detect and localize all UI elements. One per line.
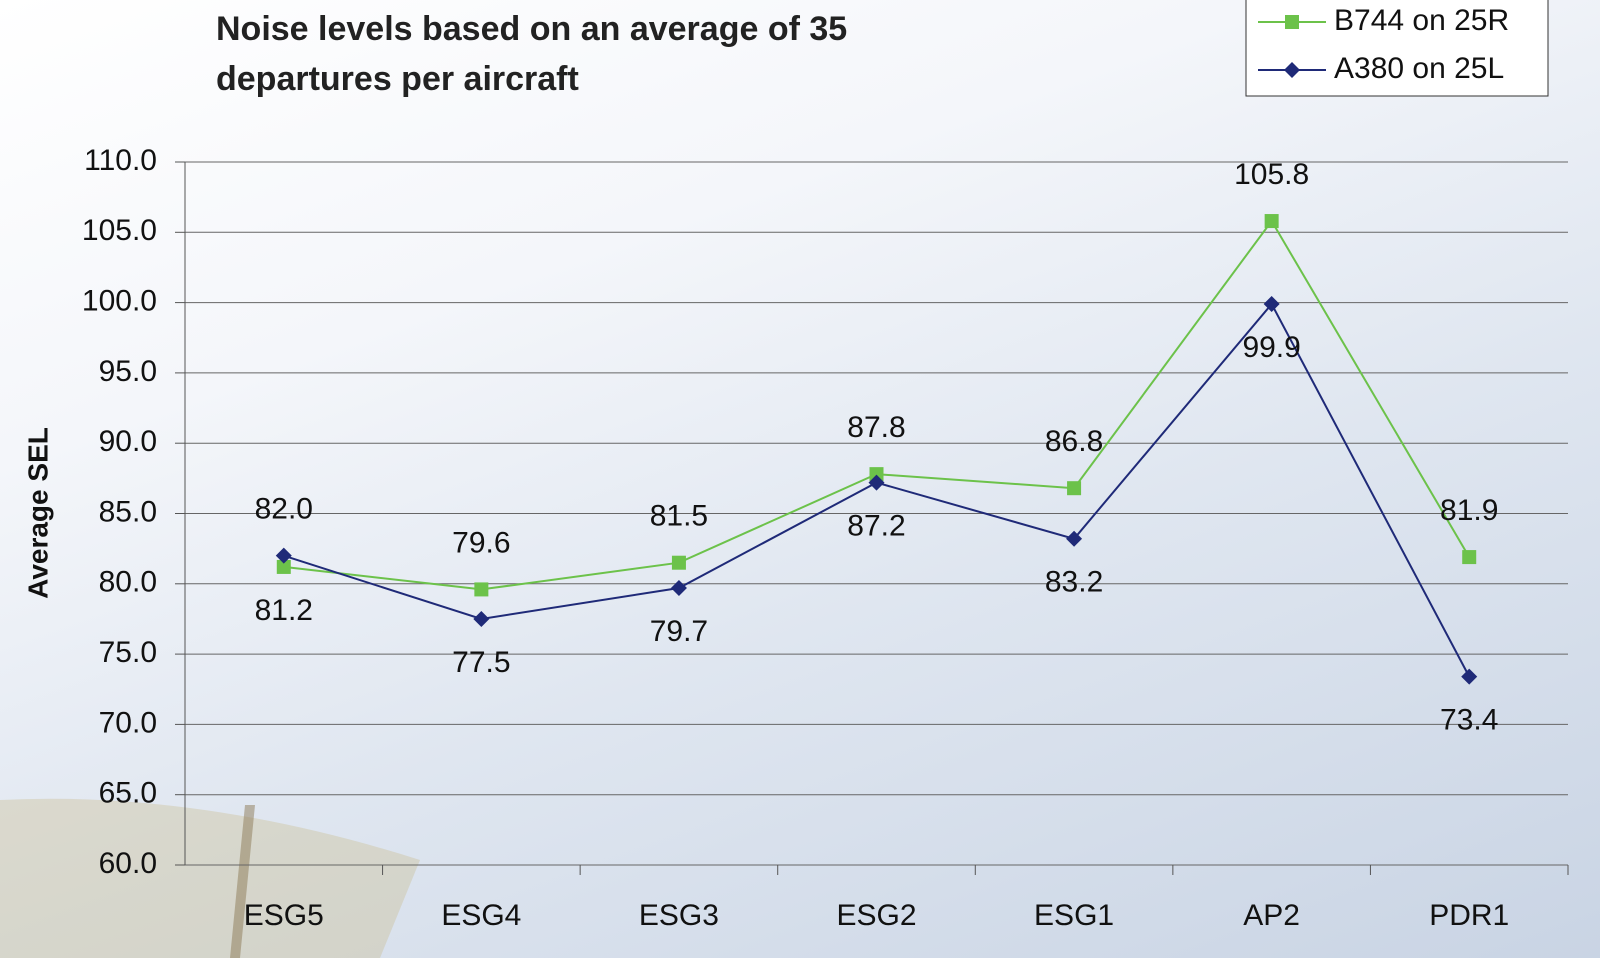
marker bbox=[474, 582, 489, 597]
marker bbox=[1461, 668, 1478, 685]
x-tick-label: PDR1 bbox=[1429, 899, 1509, 932]
y-tick-label: 105.0 bbox=[82, 214, 157, 247]
data-label: 81.9 bbox=[1440, 494, 1498, 527]
marker bbox=[1067, 481, 1082, 496]
decoration bbox=[230, 805, 255, 958]
data-label: 87.8 bbox=[847, 411, 905, 444]
x-tick-label: ESG5 bbox=[244, 899, 324, 932]
data-label: 73.4 bbox=[1440, 704, 1498, 737]
marker bbox=[1284, 62, 1300, 78]
data-label: 79.7 bbox=[650, 615, 708, 648]
y-tick-label: 100.0 bbox=[82, 285, 157, 318]
y-tick-label: 75.0 bbox=[99, 636, 157, 669]
decoration bbox=[0, 798, 420, 958]
y-tick-label: 70.0 bbox=[99, 706, 157, 739]
legend-label: A380 on 25L bbox=[1334, 52, 1504, 85]
marker bbox=[1462, 550, 1477, 565]
marker bbox=[868, 474, 885, 491]
data-label: 87.2 bbox=[847, 509, 905, 542]
data-label: 79.6 bbox=[452, 526, 510, 559]
data-label: 99.9 bbox=[1242, 331, 1300, 364]
x-tick-label: AP2 bbox=[1243, 899, 1300, 932]
y-tick-label: 80.0 bbox=[99, 566, 157, 599]
x-tick-label: ESG2 bbox=[836, 899, 916, 932]
marker bbox=[1263, 296, 1280, 313]
marker bbox=[671, 555, 686, 570]
marker bbox=[1285, 15, 1299, 29]
data-label: 105.8 bbox=[1234, 158, 1309, 191]
marker bbox=[1264, 214, 1279, 229]
x-tick-label: ESG4 bbox=[441, 899, 521, 932]
marker bbox=[670, 580, 687, 597]
marker bbox=[473, 610, 490, 627]
y-tick-label: 65.0 bbox=[99, 777, 157, 810]
marker bbox=[276, 559, 291, 574]
marker bbox=[869, 467, 884, 482]
x-tick-label: ESG3 bbox=[639, 899, 719, 932]
y-tick-label: 60.0 bbox=[99, 847, 157, 880]
legend-label: B744 on 25R bbox=[1334, 4, 1509, 37]
y-tick-label: 110.0 bbox=[84, 144, 157, 177]
data-label: 81.5 bbox=[650, 500, 708, 533]
data-label: 86.8 bbox=[1045, 425, 1103, 458]
data-label: 81.2 bbox=[255, 594, 313, 627]
data-label: 77.5 bbox=[452, 646, 510, 679]
marker bbox=[1066, 530, 1083, 547]
y-axis-title: Average SEL bbox=[22, 427, 53, 599]
y-tick-label: 85.0 bbox=[99, 495, 157, 528]
chart-title: Noise levels based on an average of 35 d… bbox=[216, 10, 848, 98]
data-label: 83.2 bbox=[1045, 566, 1103, 599]
y-tick-label: 95.0 bbox=[99, 355, 157, 388]
data-label: 82.0 bbox=[255, 493, 313, 526]
y-tick-label: 90.0 bbox=[99, 425, 157, 458]
x-tick-label: ESG1 bbox=[1034, 899, 1114, 932]
marker bbox=[275, 547, 292, 564]
